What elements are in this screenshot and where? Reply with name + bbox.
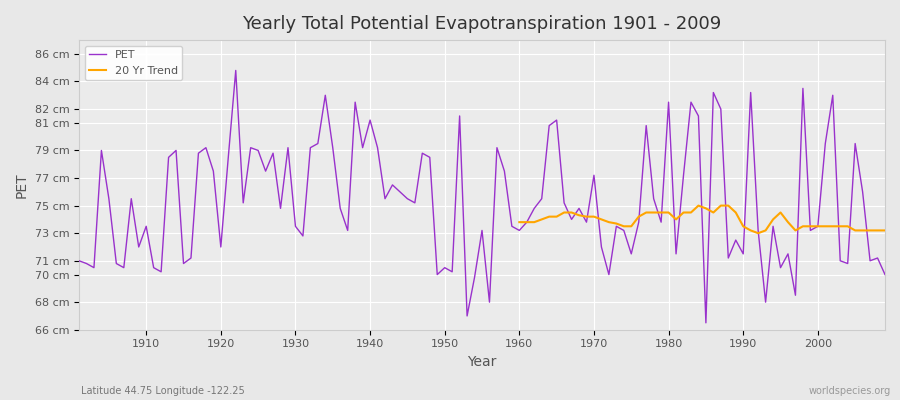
20 Yr Trend [678,210,688,215]
20 Yr Trend [813,224,824,229]
Line: PET: PET [79,70,885,323]
20 Yr Trend [745,228,756,233]
Y-axis label: PET: PET [15,172,29,198]
Title: Yearly Total Potential Evapotranspiration 1901 - 2009: Yearly Total Potential Evapotranspiratio… [242,15,722,33]
PET [879,272,890,277]
20 Yr Trend [656,210,667,215]
PET [514,228,525,233]
20 Yr Trend [648,210,659,215]
20 Yr Trend [693,203,704,208]
20 Yr Trend [686,210,697,215]
PET [611,224,622,229]
20 Yr Trend [879,228,890,233]
PET [74,258,85,263]
20 Yr Trend [700,206,711,211]
Line: 20 Yr Trend: 20 Yr Trend [519,206,885,233]
20 Yr Trend [842,224,853,229]
PET [305,145,316,150]
20 Yr Trend [805,224,815,229]
Text: Latitude 44.75 Longitude -122.25: Latitude 44.75 Longitude -122.25 [81,386,245,396]
20 Yr Trend [723,203,734,208]
PET [521,220,532,224]
20 Yr Trend [604,220,615,224]
20 Yr Trend [872,228,883,233]
20 Yr Trend [514,220,525,224]
PET [133,244,144,249]
20 Yr Trend [626,224,636,229]
20 Yr Trend [566,210,577,215]
20 Yr Trend [716,203,726,208]
Legend: PET, 20 Yr Trend: PET, 20 Yr Trend [85,46,182,80]
20 Yr Trend [634,214,644,219]
20 Yr Trend [670,217,681,222]
20 Yr Trend [596,217,607,222]
X-axis label: Year: Year [467,355,497,369]
20 Yr Trend [589,214,599,219]
20 Yr Trend [857,228,868,233]
20 Yr Trend [730,210,741,215]
20 Yr Trend [820,224,831,229]
20 Yr Trend [783,220,794,224]
20 Yr Trend [738,224,749,229]
PET [700,320,711,325]
PET [230,68,241,73]
20 Yr Trend [835,224,846,229]
20 Yr Trend [708,210,719,215]
20 Yr Trend [544,214,554,219]
20 Yr Trend [827,224,838,229]
20 Yr Trend [865,228,876,233]
Text: worldspecies.org: worldspecies.org [809,386,891,396]
20 Yr Trend [551,214,562,219]
20 Yr Trend [760,228,771,233]
20 Yr Trend [797,224,808,229]
20 Yr Trend [581,214,592,219]
20 Yr Trend [521,220,532,224]
20 Yr Trend [641,210,652,215]
20 Yr Trend [850,228,860,233]
20 Yr Trend [618,224,629,229]
20 Yr Trend [573,213,584,218]
PET [350,100,361,104]
20 Yr Trend [529,220,540,224]
20 Yr Trend [536,217,547,222]
20 Yr Trend [775,210,786,215]
20 Yr Trend [611,221,622,226]
20 Yr Trend [752,231,763,236]
20 Yr Trend [559,210,570,215]
20 Yr Trend [790,228,801,233]
20 Yr Trend [768,217,778,222]
20 Yr Trend [663,210,674,215]
